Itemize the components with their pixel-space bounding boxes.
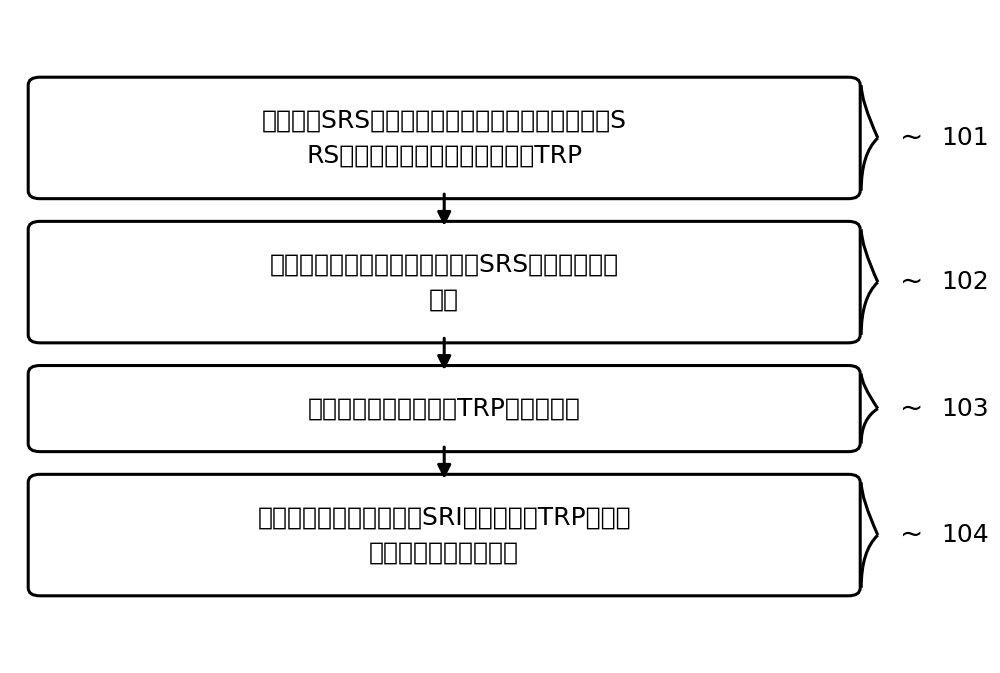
FancyBboxPatch shape <box>28 221 860 343</box>
Text: 101: 101 <box>941 126 989 150</box>
Text: 根据所述下行控制信令的SRI指示信息和TRP控制信
息，实现上行数据传递: 根据所述下行控制信令的SRI指示信息和TRP控制信 息，实现上行数据传递 <box>257 505 631 565</box>
Text: ~: ~ <box>900 394 924 423</box>
Text: 102: 102 <box>941 270 989 294</box>
Text: ~: ~ <box>900 268 924 296</box>
Text: 配置两个SRS资源集合，每个集合包含一个或多个S
RS资源，每个集合分别关联一个TRP: 配置两个SRS资源集合，每个集合包含一个或多个S RS资源，每个集合分别关联一个… <box>262 108 627 168</box>
Text: ~: ~ <box>900 124 924 152</box>
Text: 动态下行控制信令分别指示两个SRS资源集合的资
源；: 动态下行控制信令分别指示两个SRS资源集合的资 源； <box>270 252 619 312</box>
Text: ~: ~ <box>900 521 924 549</box>
FancyBboxPatch shape <box>28 474 860 596</box>
FancyBboxPatch shape <box>28 77 860 199</box>
FancyBboxPatch shape <box>28 365 860 452</box>
Text: 104: 104 <box>941 523 989 547</box>
Text: 103: 103 <box>941 396 989 421</box>
Text: 动态下行控制信令控制TRP切换方式；: 动态下行控制信令控制TRP切换方式； <box>308 396 581 421</box>
